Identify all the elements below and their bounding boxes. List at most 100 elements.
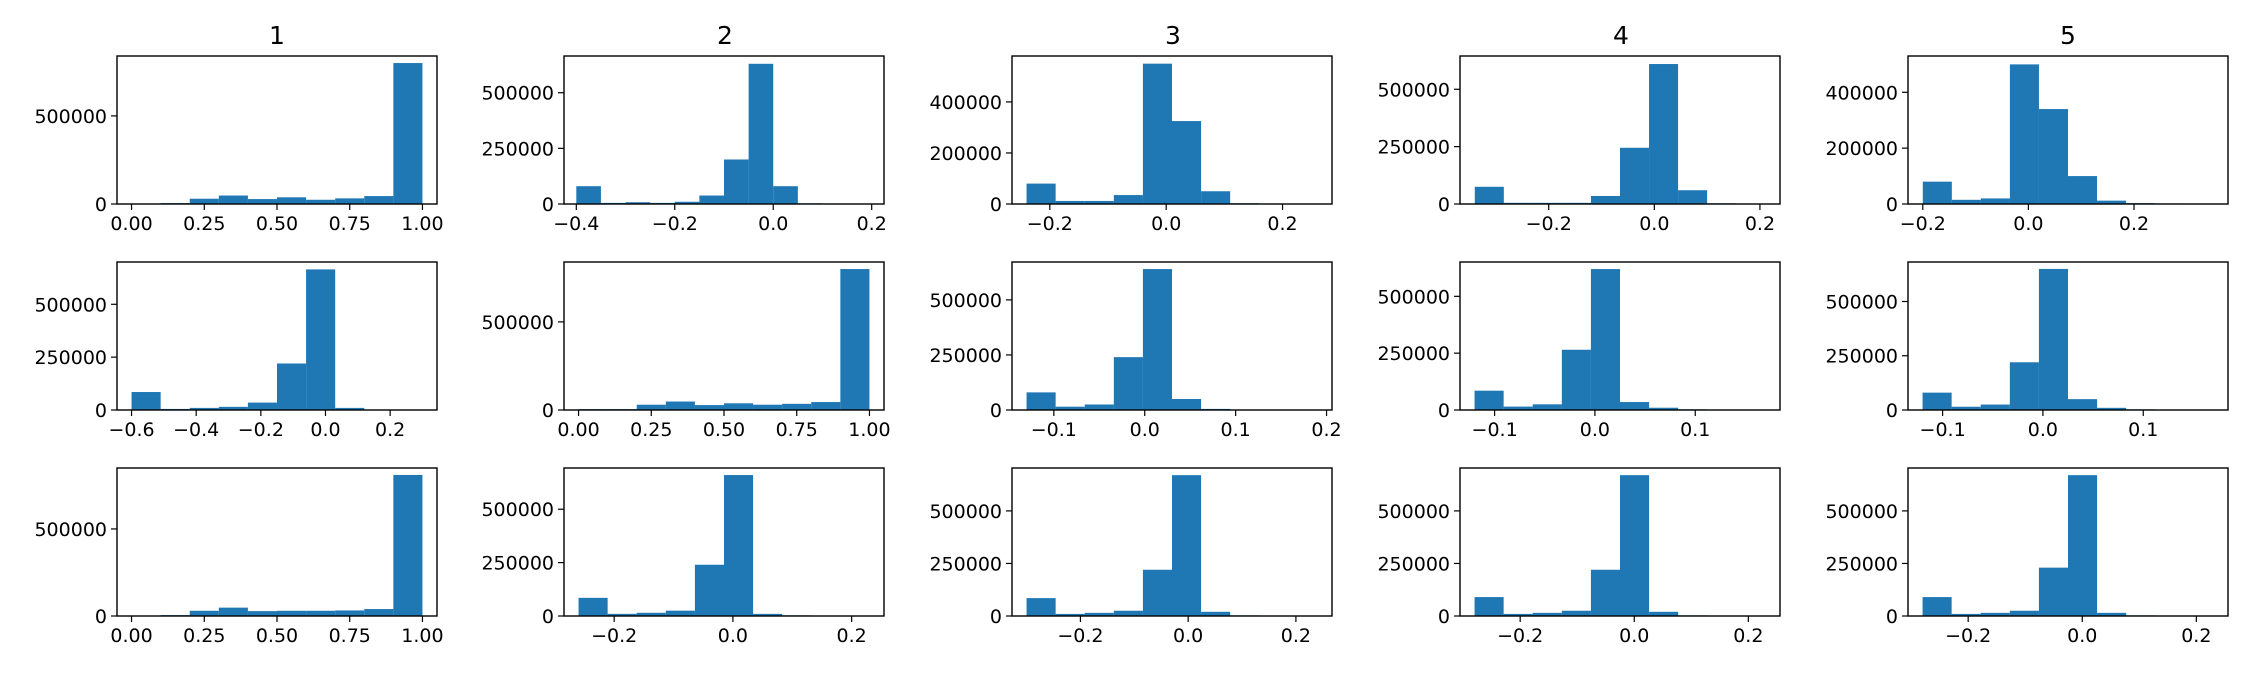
axes-frame xyxy=(1907,261,2229,411)
x-tick-label: 0.0 xyxy=(2013,213,2043,235)
x-tick-label: 0.0 xyxy=(718,625,748,647)
histogram-bar xyxy=(840,269,870,410)
histogram-bar xyxy=(335,198,365,204)
column-title-4: 4 xyxy=(1613,21,1629,50)
histogram-bar xyxy=(335,610,365,616)
histogram-panel-r3-c4: −0.2 0.0 0.2 0 250000 500000 xyxy=(1377,467,1781,647)
histogram-bar xyxy=(1113,195,1143,204)
x-tick-label: 0.2 xyxy=(1281,625,1311,647)
x-tick-label: 0.50 xyxy=(703,419,745,441)
x-tick-label: 0.0 xyxy=(758,213,788,235)
histogram-panel-r2-c2: 0.00 0.25 0.50 0.75 1.00 0 500000 xyxy=(481,261,891,441)
histogram-bar xyxy=(1951,199,1981,204)
histogram-bar xyxy=(724,159,749,204)
x-tick-label: −0.2 xyxy=(1945,625,1991,647)
x-tick-label: 0.75 xyxy=(329,625,371,647)
histogram-bar xyxy=(1201,191,1231,204)
histogram-bar xyxy=(1590,269,1620,410)
x-tick-label: −0.4 xyxy=(553,213,599,235)
y-tick-label: 0 xyxy=(1886,400,1898,422)
histogram-bar xyxy=(1678,190,1708,204)
x-tick-label: −0.6 xyxy=(108,419,154,441)
y-tick-label: 500000 xyxy=(34,106,107,128)
histogram-bar xyxy=(277,363,307,410)
axes-frame xyxy=(1907,467,2229,617)
x-tick-label: 0.2 xyxy=(1733,625,1763,647)
x-tick-label: 0.0 xyxy=(1130,419,1160,441)
histogram-bar xyxy=(2038,567,2068,616)
histogram-bar xyxy=(1590,569,1620,616)
y-tick-label: 500000 xyxy=(1377,501,1450,523)
histogram-bar xyxy=(1922,181,1952,204)
histogram-bar xyxy=(2097,200,2127,204)
y-tick-label: 0 xyxy=(542,400,554,422)
y-tick-label: 0 xyxy=(990,606,1002,628)
x-tick-label: 0.0 xyxy=(1173,625,1203,647)
histogram-panel-r2-c3: −0.1 0.0 0.1 0.2 0 250000 500000 xyxy=(929,261,1342,441)
histogram-bar xyxy=(1201,611,1231,616)
y-tick-label: 0 xyxy=(990,194,1002,216)
x-tick-label: 0.50 xyxy=(256,213,298,235)
histogram-bar xyxy=(578,597,608,616)
histogram-bar xyxy=(1084,200,1114,204)
column-title-3: 3 xyxy=(1165,21,1181,50)
x-tick-label: 0.2 xyxy=(857,213,887,235)
x-tick-label: −0.4 xyxy=(173,419,219,441)
histogram-bar xyxy=(1113,610,1143,616)
histogram-bar xyxy=(393,63,423,204)
x-tick-label: 0.1 xyxy=(1680,419,1710,441)
x-tick-label: 0.2 xyxy=(837,625,867,647)
y-tick-label: 200000 xyxy=(1825,138,1898,160)
histogram-bar xyxy=(1055,200,1085,204)
histogram-bar xyxy=(1620,402,1650,410)
x-tick-label: 0.0 xyxy=(1619,625,1649,647)
y-tick-label: 0 xyxy=(542,194,554,216)
histogram-bar xyxy=(189,610,219,616)
histogram-bar xyxy=(1980,612,2010,616)
histogram-bar xyxy=(1503,613,1533,616)
histogram-bar xyxy=(2097,612,2127,616)
histogram-bar xyxy=(636,612,666,616)
histogram-bar xyxy=(1980,198,2010,204)
histogram-bar xyxy=(724,403,754,410)
x-tick-label: 0.25 xyxy=(183,213,225,235)
y-tick-label: 250000 xyxy=(1377,343,1450,365)
column-title-1: 1 xyxy=(269,21,285,50)
histogram-bar xyxy=(1474,390,1504,410)
x-tick-label: −0.1 xyxy=(1920,419,1966,441)
x-tick-label: −0.2 xyxy=(591,625,637,647)
x-tick-label: −0.2 xyxy=(1526,213,1572,235)
x-tick-label: 0.00 xyxy=(110,625,152,647)
histogram-bar xyxy=(247,402,277,410)
histogram-bar xyxy=(1055,406,1085,410)
x-tick-label: 0.00 xyxy=(557,419,599,441)
histogram-bar xyxy=(364,196,394,204)
y-tick-label: 250000 xyxy=(481,138,554,160)
histogram-panel-r1-c4: −0.2 0.0 0.2 0 250000 500000 xyxy=(1377,55,1781,235)
histogram-bar xyxy=(1951,406,1981,410)
histogram-bar xyxy=(625,202,651,204)
histogram-bar xyxy=(1026,598,1056,616)
histogram-panel-r3-c2: −0.2 0.0 0.2 0 250000 500000 xyxy=(481,467,885,647)
histogram-bar xyxy=(2038,109,2068,204)
y-tick-label: 400000 xyxy=(1825,82,1898,104)
histogram-bar xyxy=(753,613,783,616)
y-tick-label: 500000 xyxy=(1825,291,1898,313)
histogram-bar xyxy=(1142,569,1172,616)
y-tick-label: 0 xyxy=(1438,606,1450,628)
histogram-bar xyxy=(306,199,336,204)
histogram-bar xyxy=(2097,407,2127,410)
histogram-bar xyxy=(218,406,248,410)
histogram-bar xyxy=(699,195,724,204)
axes-frame xyxy=(1011,261,1333,411)
histogram-bar xyxy=(748,63,774,204)
axes-frame xyxy=(1011,467,1333,617)
histogram-bar xyxy=(189,407,219,410)
histogram-panel-r3-c5: −0.2 0.0 0.2 0 250000 500000 xyxy=(1825,467,2229,647)
histogram-bar xyxy=(1026,392,1056,410)
axes-frame xyxy=(1011,55,1333,205)
histogram-bar xyxy=(1055,613,1085,616)
y-tick-label: 500000 xyxy=(1377,286,1450,308)
histogram-bar xyxy=(753,404,783,410)
